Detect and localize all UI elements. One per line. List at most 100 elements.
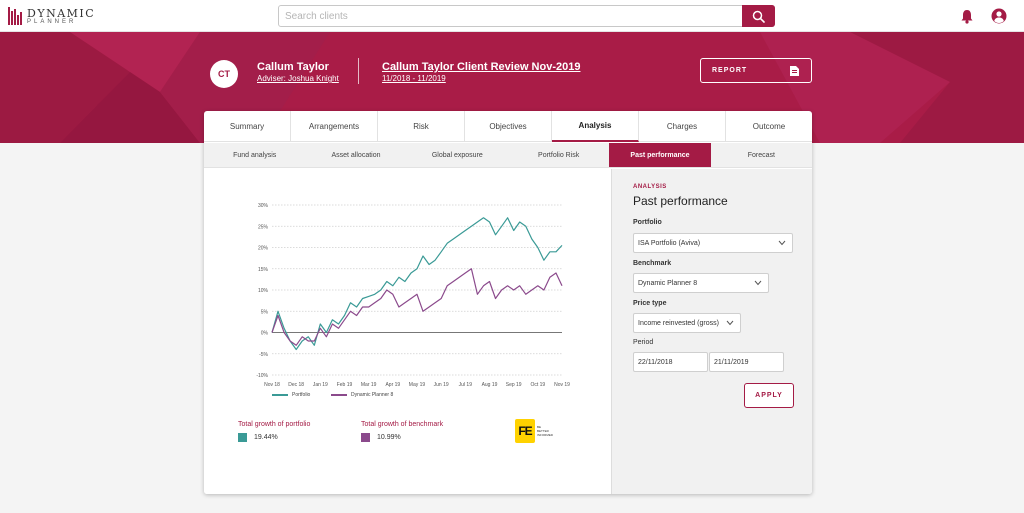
performance-settings-panel: ANALYSIS Past performance Portfolio ISA …: [612, 169, 812, 494]
apply-button[interactable]: APPLY: [744, 383, 794, 408]
period-from-input[interactable]: 22/11/2018: [633, 352, 708, 372]
client-avatar: CT: [210, 60, 238, 88]
past-performance-chart-pane: 30% 25% 20% 15% 10% 5% 0% -5% -10% Nov 18 Dec 18 Ja…: [204, 169, 612, 494]
benchmark-select-value: Dynamic Planner 8: [638, 279, 698, 287]
x-tick-label: Sep 19: [506, 382, 522, 388]
chevron-down-icon: [754, 280, 762, 286]
notifications-button[interactable]: [958, 7, 976, 25]
x-tick-label: Jun 19: [434, 382, 449, 388]
search-icon: [752, 10, 765, 23]
tab-summary[interactable]: Summary: [204, 111, 291, 142]
tab-charges[interactable]: Charges: [639, 111, 726, 142]
tab-risk[interactable]: Risk: [378, 111, 465, 142]
y-tick-label: 10%: [258, 288, 269, 294]
search-input[interactable]: [279, 6, 742, 26]
legend-benchmark-label: Dynamic Planner 8: [351, 392, 394, 398]
header-divider: [358, 58, 359, 84]
x-tick-label: Nov 18: [264, 382, 280, 388]
legend-benchmark: Dynamic Planner 8: [331, 390, 393, 400]
y-tick-label: -10%: [256, 373, 268, 379]
price-type-select-value: Income reinvested (gross): [638, 319, 719, 327]
portfolio-series-line: [271, 217, 563, 351]
panel-title: Past performance: [633, 194, 728, 208]
period-label: Period: [633, 339, 654, 346]
fe-be-better-informed-logo: FE BE BETTER INFORMED: [515, 419, 553, 443]
legend-portfolio: Portfolio: [272, 390, 310, 400]
performance-line-chart: 30% 25% 20% 15% 10% 5% 0% -5% -10% Nov 18 Dec 18 Ja…: [256, 203, 570, 388]
bell-icon: [961, 9, 973, 24]
fe-logo-mark: FE: [515, 419, 535, 443]
search-button[interactable]: [742, 5, 775, 27]
subtab-portfolio-risk[interactable]: Portfolio Risk: [538, 151, 580, 159]
x-tick-label: Dec 18: [288, 382, 304, 388]
panel-kicker: ANALYSIS: [633, 184, 667, 190]
tab-arrangements[interactable]: Arrangements: [291, 111, 378, 142]
chevron-down-icon: [726, 320, 734, 326]
dynamic-planner-logo[interactable]: DYNAMIC PLANNER: [8, 5, 95, 27]
review-title-link[interactable]: Callum Taylor Client Review Nov-2019: [382, 61, 581, 73]
fe-logo-text-3: INFORMED: [537, 433, 553, 437]
y-tick-label: 15%: [258, 267, 269, 273]
subtab-fund-analysis[interactable]: Fund analysis: [233, 151, 277, 159]
logo-main-text: DYNAMIC: [27, 6, 96, 20]
benchmark-select[interactable]: Dynamic Planner 8: [633, 273, 769, 293]
period-to-input[interactable]: 21/11/2019: [709, 352, 784, 372]
y-tick-label: 30%: [258, 203, 269, 209]
portfolio-select[interactable]: ISA Portfolio (Aviva): [633, 233, 793, 253]
fe-logo-text-2: BETTER: [537, 429, 549, 433]
top-bar: DYNAMIC PLANNER: [0, 0, 1024, 32]
tab-analysis[interactable]: Analysis: [552, 111, 639, 142]
y-tick-label: 20%: [258, 246, 269, 252]
adviser-link[interactable]: Adviser: Joshua Knight: [257, 74, 339, 83]
portfolio-growth-value: 19.44%: [254, 434, 278, 441]
analysis-card: Summary Arrangements Risk Objectives Analysi…: [204, 111, 812, 494]
portfolio-growth-label: Total growth of portfolio: [238, 421, 311, 428]
chevron-down-icon: [778, 240, 786, 246]
subtab-forecast[interactable]: Forecast: [747, 151, 775, 159]
report-button[interactable]: REPORT: [700, 58, 812, 83]
x-tick-label: Jan 19: [313, 382, 328, 388]
benchmark-growth-label: Total growth of benchmark: [361, 421, 444, 428]
portfolio-growth-swatch: [238, 433, 247, 442]
y-tick-label: -5%: [259, 352, 268, 358]
x-tick-label: Mar 19: [361, 382, 377, 388]
logo-bars-icon: [8, 7, 23, 25]
benchmark-series-line: [271, 268, 563, 346]
user-account-button[interactable]: [990, 7, 1008, 25]
subtab-asset-allocation[interactable]: Asset allocation: [331, 151, 381, 159]
tab-objectives[interactable]: Objectives: [465, 111, 552, 142]
subtab-global-exposure[interactable]: Global exposure: [431, 151, 483, 159]
benchmark-label: Benchmark: [633, 260, 672, 267]
benchmark-growth-swatch: [361, 433, 370, 442]
price-type-label: Price type: [633, 300, 667, 307]
legend-portfolio-swatch: [272, 394, 288, 396]
x-tick-label: Aug 19: [482, 382, 498, 388]
x-tick-label: Apr 19: [385, 382, 400, 388]
report-document-icon: [790, 66, 799, 76]
subtab-past-performance[interactable]: Past performance: [609, 143, 711, 167]
x-tick-label: Oct 19: [530, 382, 545, 388]
fe-logo-text-1: BE: [537, 425, 542, 429]
logo-sub-text: PLANNER: [27, 18, 77, 25]
tab-outcome[interactable]: Outcome: [752, 122, 786, 131]
search-box: [278, 5, 775, 27]
legend-portfolio-label: Portfolio: [292, 392, 311, 398]
x-tick-label: Jul 19: [459, 382, 473, 388]
legend-benchmark-swatch: [331, 394, 347, 396]
client-name: Callum Taylor: [257, 61, 329, 73]
price-type-select[interactable]: Income reinvested (gross): [633, 313, 741, 333]
x-tick-label: Nov 19: [554, 382, 570, 388]
review-dates-link[interactable]: 11/2018 - 11/2019: [382, 74, 446, 83]
report-button-label: REPORT: [712, 67, 748, 74]
main-tabs: Summary Arrangements Risk Objectives Analysi…: [204, 111, 812, 142]
user-account-icon: [991, 8, 1007, 24]
portfolio-label: Portfolio: [633, 219, 662, 226]
analysis-subtabs: Fund analysis Asset allocation Global expo…: [204, 143, 812, 168]
portfolio-select-value: ISA Portfolio (Aviva): [638, 239, 701, 247]
x-tick-label: Feb 19: [337, 382, 353, 388]
y-tick-label: 0%: [261, 331, 269, 337]
benchmark-growth-value: 10.99%: [377, 434, 401, 441]
x-tick-label: May 19: [409, 382, 426, 388]
y-tick-label: 25%: [258, 224, 269, 230]
y-tick-label: 5%: [261, 309, 269, 315]
